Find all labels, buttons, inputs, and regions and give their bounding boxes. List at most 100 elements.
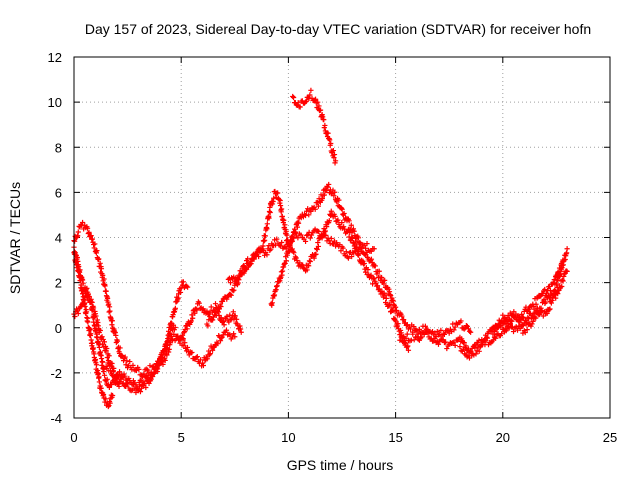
data-point bbox=[96, 379, 102, 385]
data-point bbox=[401, 317, 407, 323]
data-point bbox=[386, 289, 393, 295]
data-point bbox=[382, 292, 388, 298]
data-point bbox=[100, 272, 106, 278]
data-point bbox=[218, 335, 224, 341]
data-point bbox=[86, 293, 92, 300]
data-point bbox=[339, 220, 345, 226]
data-point bbox=[194, 307, 200, 313]
data-point bbox=[199, 306, 205, 313]
data-point bbox=[177, 289, 184, 296]
data-point bbox=[395, 321, 401, 327]
data-point bbox=[103, 288, 109, 294]
data-point bbox=[208, 304, 214, 310]
data-point bbox=[307, 258, 313, 265]
x-tick-label: 20 bbox=[496, 430, 510, 445]
data-point bbox=[411, 324, 417, 330]
data-point bbox=[267, 204, 273, 211]
data-point bbox=[137, 389, 144, 395]
data-point bbox=[75, 229, 81, 235]
data-point bbox=[413, 327, 419, 333]
data-point bbox=[382, 277, 388, 283]
data-point bbox=[294, 224, 301, 230]
series-track-12 bbox=[489, 257, 566, 337]
data-point bbox=[185, 284, 191, 290]
data-point bbox=[200, 362, 207, 369]
data-point bbox=[322, 228, 328, 234]
data-point bbox=[189, 312, 195, 318]
data-point bbox=[291, 94, 297, 101]
data-point bbox=[328, 208, 334, 214]
plot-frame bbox=[73, 56, 611, 419]
data-point bbox=[99, 359, 106, 365]
data-point bbox=[365, 267, 371, 273]
data-point bbox=[331, 193, 337, 199]
data-point bbox=[533, 301, 539, 307]
data-point bbox=[210, 317, 216, 323]
data-point bbox=[220, 318, 226, 324]
data-point bbox=[232, 313, 238, 319]
data-point bbox=[410, 331, 416, 337]
data-point bbox=[213, 312, 219, 318]
data-point bbox=[256, 253, 262, 260]
data-point bbox=[405, 343, 411, 349]
data-point bbox=[78, 282, 84, 288]
data-point bbox=[438, 327, 444, 333]
data-point bbox=[349, 234, 355, 240]
data-point bbox=[112, 375, 118, 381]
data-point bbox=[274, 236, 280, 242]
data-point bbox=[92, 241, 98, 247]
data-point bbox=[122, 373, 128, 379]
data-point bbox=[312, 206, 318, 212]
data-point bbox=[94, 248, 100, 254]
data-point bbox=[136, 366, 142, 372]
data-point bbox=[402, 339, 408, 346]
data-point bbox=[440, 337, 446, 343]
data-point bbox=[544, 310, 550, 316]
data-point bbox=[450, 321, 456, 327]
data-point bbox=[291, 250, 297, 256]
data-point bbox=[302, 212, 309, 219]
data-point bbox=[200, 360, 206, 366]
data-point bbox=[170, 337, 176, 343]
data-point bbox=[260, 243, 266, 249]
data-point bbox=[548, 300, 554, 306]
data-point bbox=[277, 202, 284, 209]
data-point bbox=[295, 100, 301, 106]
data-point bbox=[526, 316, 532, 322]
data-point bbox=[241, 270, 247, 276]
data-point bbox=[313, 251, 319, 257]
data-point bbox=[542, 286, 548, 293]
data-point bbox=[102, 399, 108, 405]
data-point bbox=[302, 238, 309, 245]
data-point bbox=[207, 351, 213, 357]
data-point bbox=[109, 318, 115, 324]
data-point bbox=[371, 246, 377, 252]
data-point bbox=[461, 339, 467, 346]
data-point bbox=[219, 298, 226, 304]
data-point bbox=[238, 329, 244, 335]
data-point bbox=[289, 246, 295, 252]
data-point bbox=[101, 276, 107, 282]
data-point bbox=[331, 151, 338, 158]
data-point bbox=[503, 322, 509, 328]
data-point bbox=[181, 330, 187, 336]
data-point bbox=[266, 215, 272, 221]
series-track-7 bbox=[225, 188, 412, 353]
data-point bbox=[218, 303, 224, 310]
chart-title: Day 157 of 2023, Sidereal Day-to-day VTE… bbox=[85, 21, 591, 37]
series-track-8 bbox=[268, 181, 474, 340]
data-point bbox=[261, 238, 267, 244]
data-point bbox=[311, 255, 317, 261]
data-point bbox=[106, 353, 112, 359]
data-point bbox=[174, 333, 181, 339]
data-point bbox=[495, 324, 501, 330]
data-point bbox=[189, 349, 195, 356]
data-point bbox=[320, 232, 326, 238]
data-point bbox=[330, 147, 337, 154]
data-point bbox=[374, 271, 380, 277]
data-point bbox=[107, 400, 113, 406]
data-point bbox=[397, 327, 404, 334]
data-point bbox=[103, 396, 109, 402]
data-point bbox=[560, 257, 566, 263]
